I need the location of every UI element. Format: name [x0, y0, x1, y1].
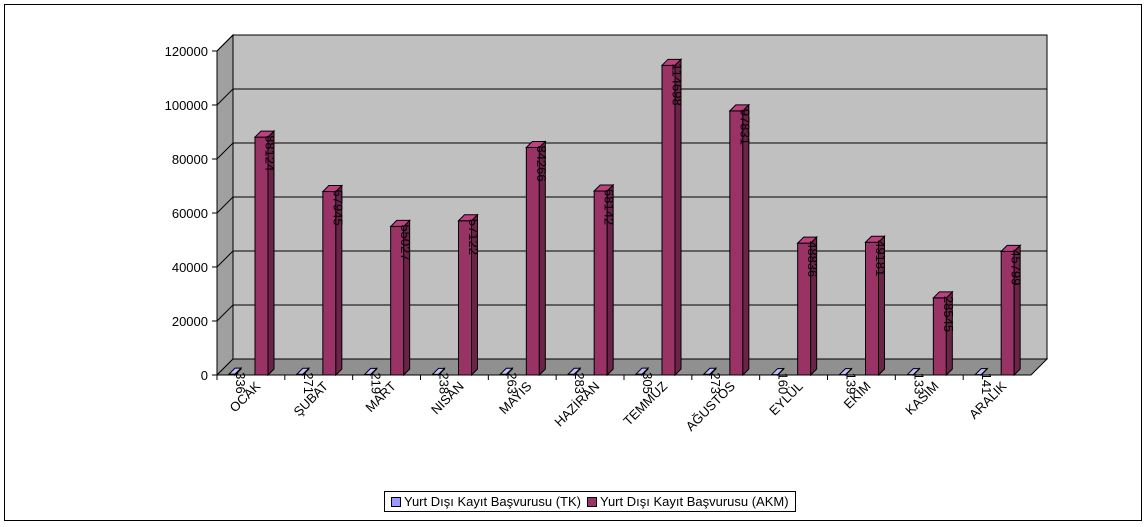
bar-top-tk [295, 367, 311, 375]
bar-top-tk [363, 367, 378, 375]
bar-top-akm [999, 244, 1022, 252]
bar-top-akm [253, 130, 276, 138]
y-tick-label: 40000 [172, 260, 208, 275]
bar-top-tk [973, 368, 989, 376]
data-label-tk: 141 [979, 373, 994, 395]
bar-top-tk [499, 367, 514, 375]
gridline-side [216, 250, 234, 268]
bar-top-tk [634, 367, 650, 375]
bar-top-akm [728, 104, 751, 112]
data-label-akm: 88124 [263, 135, 278, 171]
data-label-akm: 114698 [670, 63, 685, 105]
data-label-tk: 271 [301, 372, 316, 394]
legend-label-tk: Yurt Dışı Kayıt Başvurusu (TK) [404, 494, 581, 509]
bar-top-tk [906, 368, 921, 376]
data-label-tk: 283 [572, 372, 587, 394]
bar-chart: 0 20000 40000 60000 80000 100000 120000 336 8812… [165, 33, 1049, 434]
data-label-akm: 84266 [534, 145, 549, 181]
bar-akm [661, 64, 676, 376]
legend-item-akm: Yurt Dışı Kayıt Başvurusu (AKM) [587, 494, 789, 509]
y-tick-label: 60000 [172, 206, 208, 221]
y-tick-label: 20000 [172, 314, 208, 329]
bar-top-tk [227, 367, 243, 375]
data-label-akm: 55027 [398, 224, 413, 260]
bar-top-akm [389, 219, 411, 227]
bar-top-akm [321, 185, 344, 193]
y-tick-label: 100000 [165, 98, 208, 113]
legend-swatch-akm [587, 496, 597, 507]
bar-top-akm [457, 214, 479, 222]
data-label-tk: 336 [233, 372, 248, 394]
bar-top-akm [592, 184, 615, 192]
bar-top-akm [864, 235, 886, 243]
data-label-tk: 139 [844, 373, 859, 395]
gridline-side [216, 142, 234, 160]
gridline-side [216, 88, 234, 106]
data-label-tk: 273 [708, 372, 723, 394]
bar-top-tk [770, 368, 785, 376]
y-tick-label: 80000 [172, 152, 208, 167]
bar-top-akm [796, 236, 818, 244]
y-tick-label: 120000 [165, 44, 208, 59]
data-label-tk: 160 [776, 373, 791, 395]
bar-top-akm [932, 291, 954, 299]
data-label-akm: 45799 [1009, 249, 1024, 285]
data-label-tk: 305 [640, 372, 655, 394]
bar-top-akm [660, 58, 683, 66]
gridline-side [216, 304, 234, 322]
data-label-akm: 67945 [330, 190, 345, 226]
legend-item-tk: Yurt Dışı Kayıt Başvurusu (TK) [391, 494, 581, 509]
bar-top-tk [431, 367, 446, 375]
data-label-akm: 49181 [873, 240, 888, 276]
bar-side-akm [742, 103, 750, 377]
data-label-akm: 68142 [602, 189, 617, 225]
gridline-side [216, 196, 234, 214]
data-label-tk: 263 [504, 372, 519, 394]
y-tick-label: 0 [201, 368, 208, 383]
data-label-tk: 238 [437, 372, 452, 394]
bar-akm [729, 110, 744, 376]
bar-akm [254, 136, 269, 376]
bar-top-tk [838, 368, 853, 376]
chart-frame: 0 20000 40000 60000 80000 100000 120000 336 8812… [4, 4, 1142, 521]
data-label-akm: 48836 [805, 241, 820, 277]
data-label-akm: 57122 [466, 219, 481, 255]
bar-side-akm [674, 58, 682, 377]
gridline-side [216, 34, 234, 52]
bar-top-akm [525, 140, 547, 148]
legend-swatch-tk [391, 496, 401, 507]
legend-label-akm: Yurt Dışı Kayıt Başvurusu (AKM) [600, 494, 789, 509]
bar-top-tk [702, 367, 718, 375]
data-label-tk: 219 [369, 372, 384, 394]
data-label-tk: 133 [911, 373, 926, 395]
data-label-akm: 97831 [737, 109, 752, 145]
data-label-akm: 28545 [941, 296, 956, 332]
legend: Yurt Dışı Kayıt Başvurusu (TK) Yurt Dışı… [384, 491, 796, 512]
bar-top-tk [566, 367, 582, 375]
